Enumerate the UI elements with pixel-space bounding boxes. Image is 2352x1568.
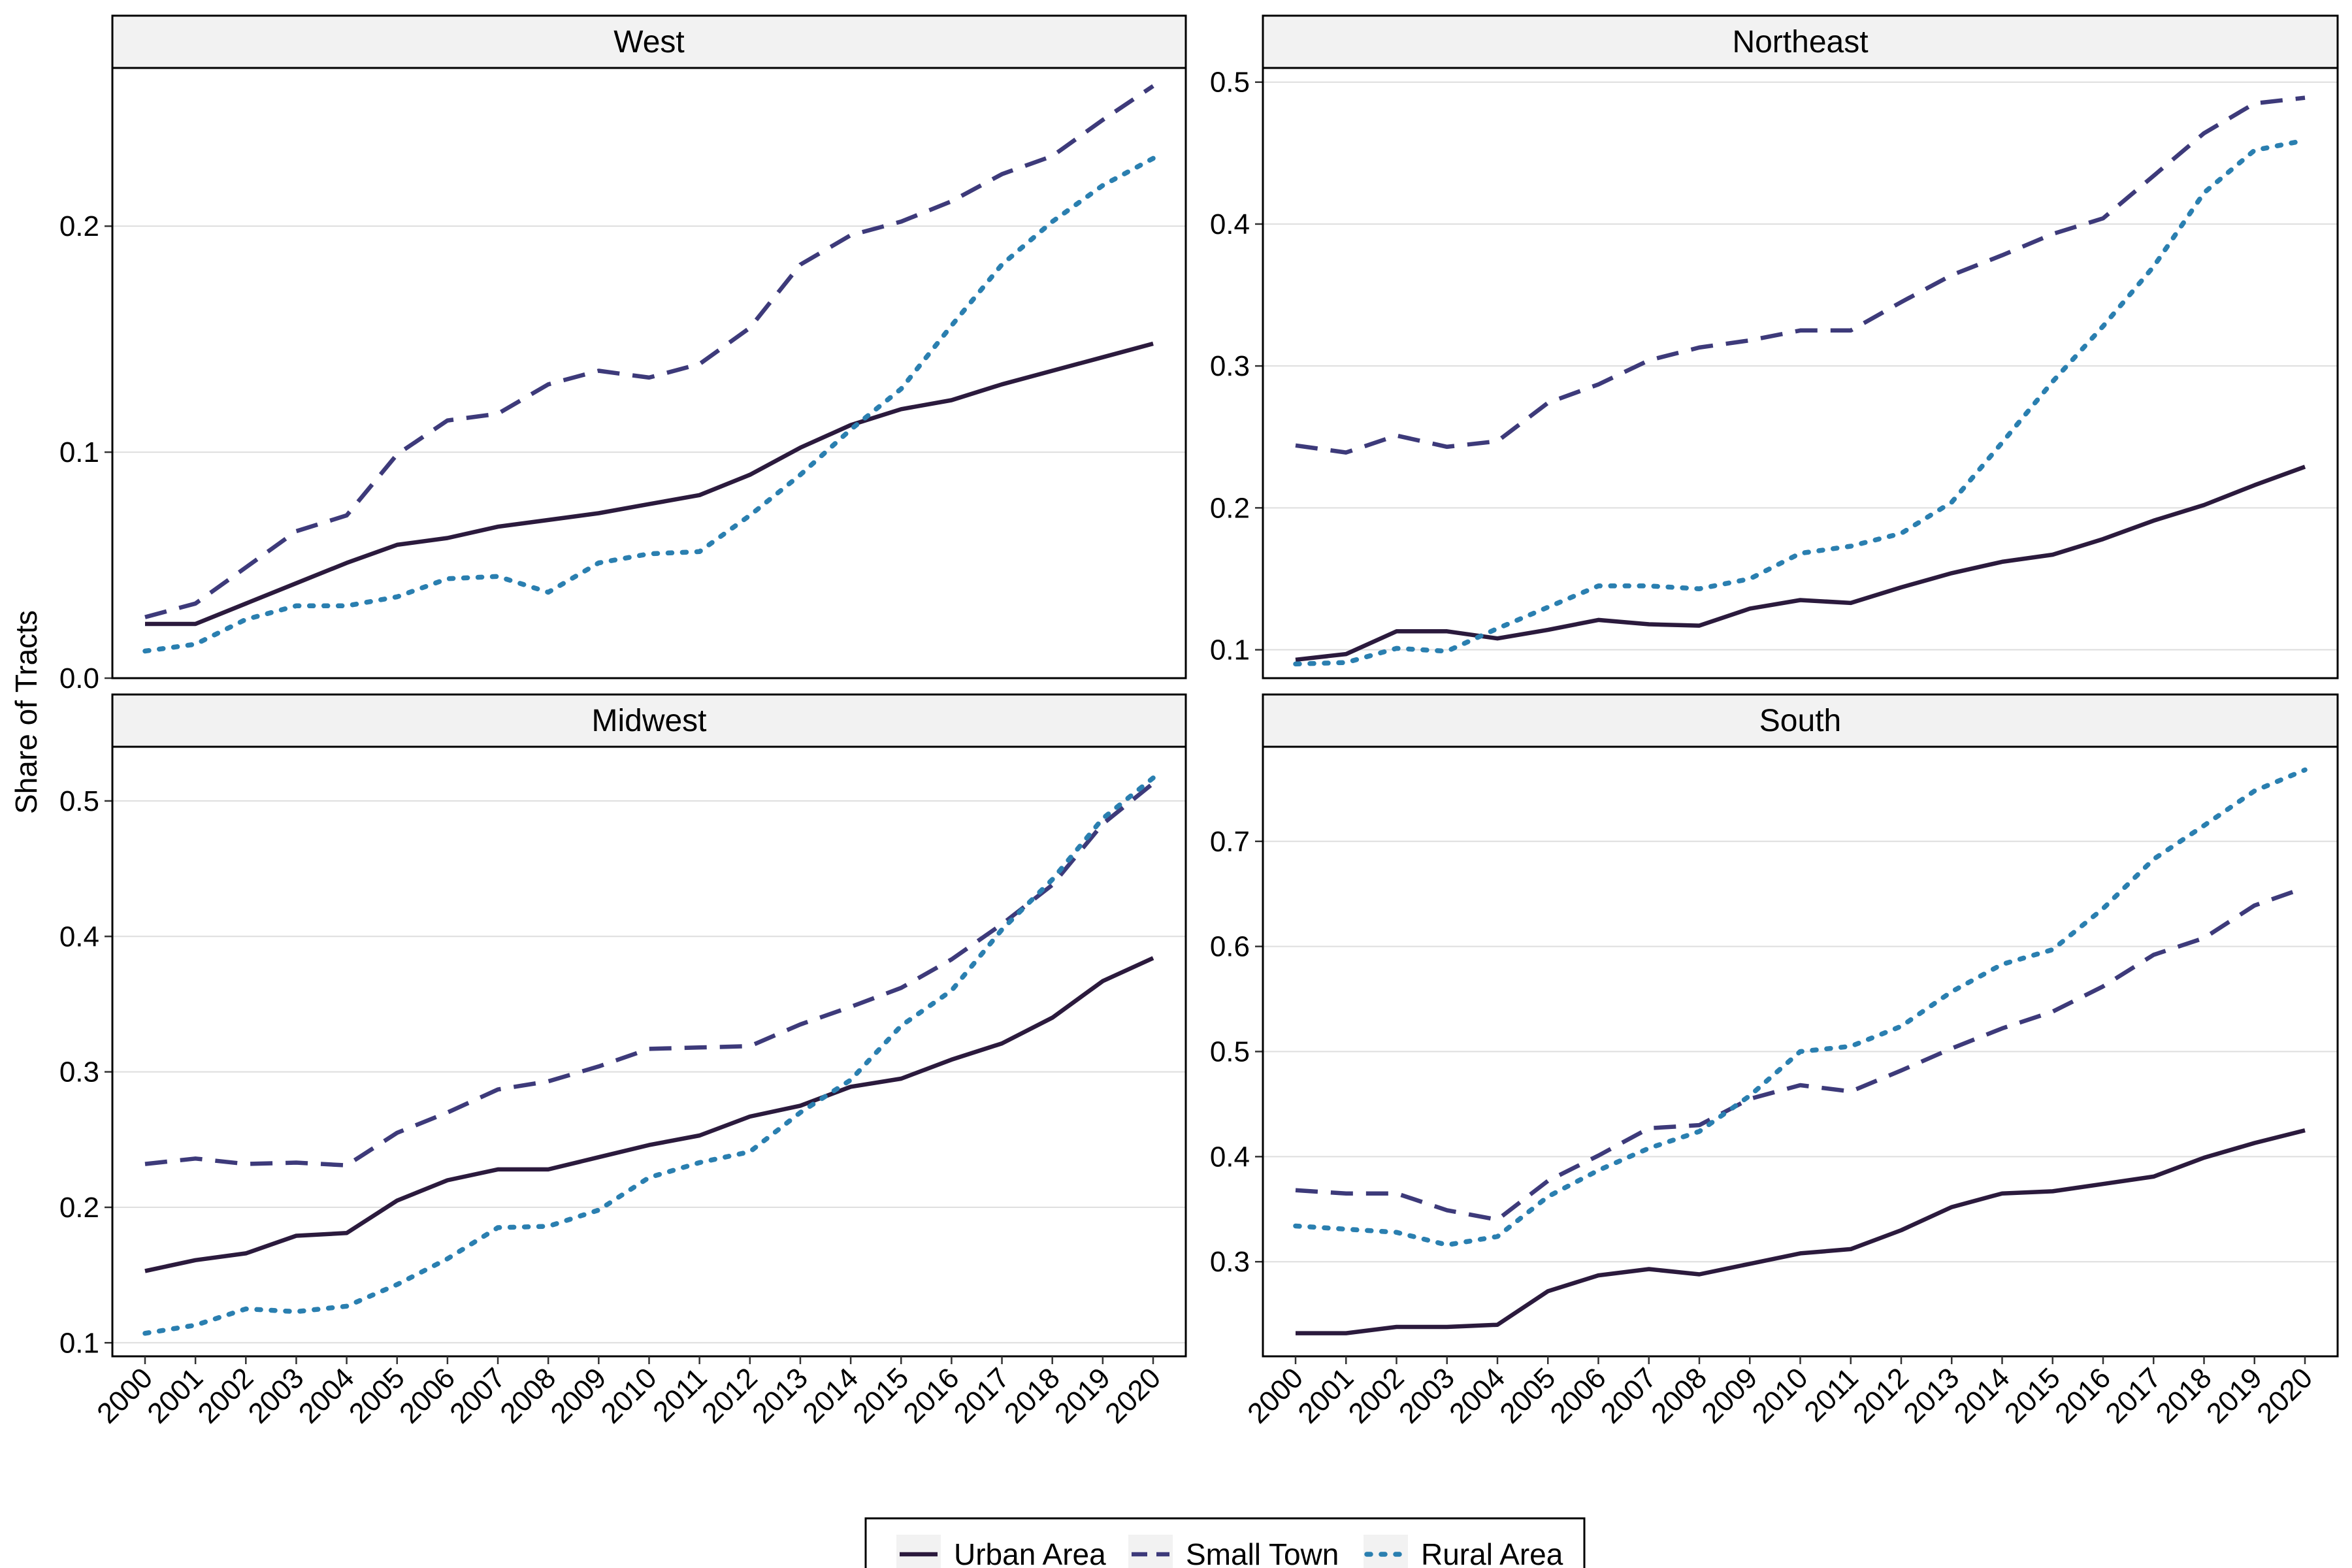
legend: Urban Area Small Town Rural Area (864, 1517, 1586, 1568)
x-tick-label: 2007 (1595, 1362, 1663, 1429)
x-tick-label: 2018 (2150, 1362, 2218, 1429)
series-line-urban-area-west (145, 341, 1154, 627)
series-line-urban-area-northeast (1295, 465, 2306, 662)
x-tick-label: 2000 (1241, 1362, 1309, 1429)
x-tick-label: 2004 (293, 1362, 361, 1429)
x-tick-label: 2006 (1544, 1362, 1612, 1429)
legend-label-urban-area: Urban Area (954, 1537, 1106, 1568)
y-tick-label: 0.5 (59, 785, 99, 817)
x-tick-label: 2007 (444, 1362, 512, 1429)
y-tick-label: 0.7 (1210, 826, 1250, 858)
strip-title-south: South (1759, 704, 1841, 738)
strip-west (111, 14, 1187, 69)
legend-box (864, 1517, 1586, 1568)
x-tick-label: 2011 (1798, 1362, 1865, 1428)
series-line-small-town-west (144, 84, 1154, 619)
x-tick-label: 2003 (242, 1362, 310, 1429)
series-line-rural-area-south (1293, 767, 2308, 1248)
y-tick-label: 0.2 (59, 210, 99, 242)
x-tick-label: 2018 (998, 1362, 1066, 1429)
x-tick-label: 2014 (796, 1362, 864, 1429)
panel-midwest: Midwest0.10.20.30.40.5200020012002200320… (59, 693, 1187, 1429)
strip-title-northeast: Northeast (1732, 25, 1868, 59)
y-tick-label: 0.2 (59, 1192, 99, 1224)
x-tick-label: 2017 (948, 1362, 1016, 1429)
x-tick-label: 2015 (847, 1362, 915, 1429)
x-tick-label: 2017 (2099, 1362, 2167, 1429)
x-tick-label: 2016 (898, 1362, 966, 1429)
y-tick-label: 0.2 (1210, 492, 1250, 524)
x-tick-label: 2010 (595, 1362, 663, 1429)
x-tick-label: 2019 (2200, 1362, 2268, 1429)
y-tick-label: 0.5 (1210, 1036, 1250, 1068)
y-tick-label: 0.3 (59, 1056, 99, 1088)
x-tick-label: 2005 (343, 1362, 411, 1429)
x-tick-label: 2015 (1999, 1362, 2066, 1429)
x-tick-label: 2004 (1443, 1362, 1511, 1429)
panel-border-midwest (111, 745, 1187, 1358)
x-tick-label: 2020 (1099, 1362, 1167, 1429)
legend-key-urban-area (896, 1535, 941, 1568)
series-line-rural-area-northeast (1293, 138, 2308, 667)
panel-south: South 0.3 0.4 0.5 0.6 0.7 20002001200220032004… (1210, 693, 2339, 1429)
x-tick-label: 2020 (2251, 1362, 2319, 1429)
x-tick-label: 2014 (1948, 1362, 2016, 1429)
y-tick-label: 0.3 (1210, 350, 1250, 382)
series-line-rural-area-midwest (142, 775, 1156, 1336)
panel-west: West 0.0 0.1 0.2 (59, 14, 1187, 694)
y-tick-label: 0.4 (1210, 1141, 1250, 1173)
x-tick-label: 2005 (1494, 1362, 1561, 1429)
series-line-small-town-northeast (1295, 95, 2306, 455)
x-tick-label: 2009 (1695, 1362, 1763, 1429)
legend-label-small-town: Small Town (1186, 1537, 1339, 1568)
x-tick-label: 2010 (1746, 1362, 1814, 1429)
y-tick-label: 0.4 (1210, 208, 1250, 240)
x-tick-label: 2012 (696, 1362, 764, 1429)
x-tick-label: 2002 (1343, 1362, 1411, 1429)
x-tick-label: 2019 (1049, 1362, 1117, 1429)
x-tick-label: 2008 (1645, 1362, 1713, 1429)
strip-title-midwest: Midwest (591, 704, 706, 738)
panel-northeast: Northeast 0.1 0.2 0.3 0.4 0.5 (1210, 14, 2339, 679)
x-tick-label: 2009 (545, 1362, 613, 1429)
x-tick-label: 2016 (2049, 1362, 2117, 1429)
y-tick-label: 0.0 (59, 662, 99, 694)
series-line-small-town-south (1295, 885, 2306, 1222)
y-tick-label: 0.3 (1210, 1246, 1250, 1278)
y-tick-label: 0.1 (59, 1327, 99, 1359)
x-tick-label: 2003 (1393, 1362, 1461, 1429)
x-tick-label: 2013 (746, 1362, 814, 1429)
x-tick-label: 2006 (393, 1362, 461, 1429)
y-tick-label: 0.6 (1210, 931, 1250, 963)
legend-key-rural-area (1364, 1535, 1408, 1568)
y-tick-label: 0.5 (1210, 67, 1250, 99)
x-tick-label: 2013 (1897, 1362, 1965, 1429)
x-tick-label: 2008 (494, 1362, 562, 1429)
y-axis-title: Share of Tracts (9, 610, 43, 814)
x-tick-label: 2012 (1847, 1362, 1915, 1429)
series-line-urban-area-south (1296, 1128, 2306, 1335)
legend-label-rural-area: Rural Area (1421, 1537, 1563, 1568)
x-tick-label: 2001 (141, 1362, 209, 1429)
y-tick-label: 0.1 (1210, 634, 1250, 666)
legend-key-small-town (1128, 1535, 1173, 1568)
panel-border-northeast (1262, 67, 2339, 679)
series-line-small-town-midwest (144, 781, 1155, 1168)
x-tick-label: 2011 (647, 1362, 713, 1428)
x-tick-label: 2000 (91, 1362, 159, 1429)
x-tick-label: 2001 (1292, 1362, 1360, 1429)
strip-title-west: West (613, 25, 684, 59)
panel-border-west (111, 67, 1187, 679)
x-tick-label: 2002 (192, 1362, 260, 1429)
y-tick-label: 0.1 (59, 436, 99, 468)
series-line-urban-area-midwest (144, 956, 1154, 1273)
series-line-rural-area-west (142, 155, 1156, 654)
panels-container: West 0.0 0.1 0.2 Northeast 0.1 0.2 0.3 0.4 0.5 Mid… (59, 14, 2339, 1429)
strip-northeast (1262, 14, 2339, 69)
y-tick-label: 0.4 (59, 921, 99, 953)
